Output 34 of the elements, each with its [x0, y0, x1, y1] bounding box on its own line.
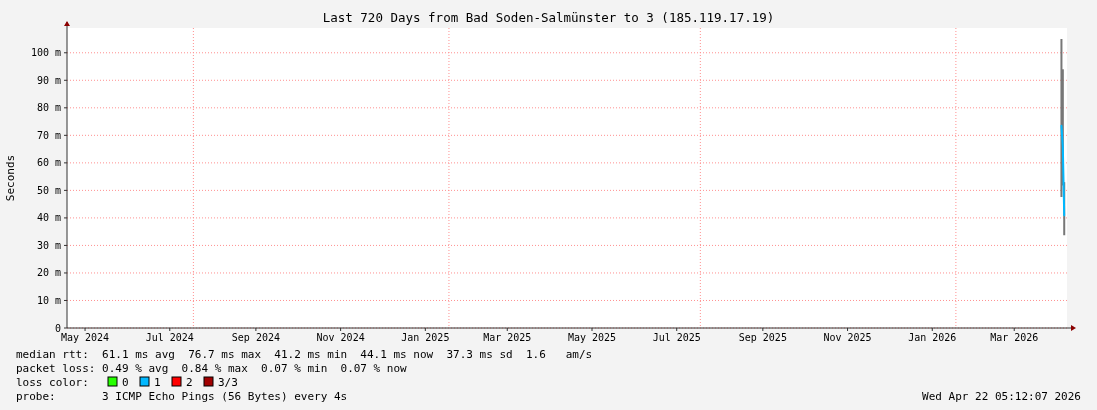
chart-title: Last 720 Days from Bad Soden-Salmünster to 3 (185.119.17.19) [322, 10, 775, 25]
legend-label: 1 [154, 376, 161, 389]
text: packet loss: 0.49 % avg 0.84 % max 0.07 % min 0.07 % now [16, 362, 408, 375]
x-tick-label: Nov 2024 [316, 332, 365, 343]
x-tick-label: May 2025 [567, 332, 617, 343]
text: probe: 3 ICMP Echo Pings (56 Bytes) every 4s [16, 390, 348, 403]
y-tick-label: 10 m [36, 294, 61, 306]
legend-label: 2 [186, 376, 193, 389]
y-tick-label: 0 [54, 322, 61, 334]
x-tick-label: Jul 2024 [145, 332, 194, 343]
y-tick-label: 100 m [30, 47, 61, 59]
legend-label: 3/3 [218, 376, 238, 389]
x-tick-label: Mar 2025 [483, 332, 532, 343]
y-tick-label: 20 m [36, 267, 61, 279]
x-tick-label: Mar 2026 [990, 332, 1039, 343]
y-tick-label: 80 m [36, 102, 61, 114]
text: median rtt: 61.1 ms avg 76.7 ms max 41.2 ms min 44.1 ms now 37.3 ms sd 1.6 am/s [16, 348, 593, 361]
x-tick-label: Jan 2026 [908, 332, 957, 343]
text: Wed Apr 22 05:12:07 2026 [922, 390, 1081, 403]
x-tick-label: Nov 2025 [823, 332, 872, 343]
y-tick-label: 60 m [36, 157, 61, 169]
x-tick-label: Jan 2025 [401, 332, 450, 343]
y-tick-label: 90 m [36, 74, 61, 86]
legend-label: 0 [122, 376, 129, 389]
y-tick-label: 40 m [36, 212, 61, 224]
x-tick-label: Jul 2025 [652, 332, 701, 343]
x-tick-label: May 2024 [60, 332, 110, 343]
x-tick-label: Sep 2025 [738, 332, 787, 343]
y-tick-label: 50 m [36, 184, 61, 196]
y-tick-label: 70 m [36, 129, 61, 141]
text: loss color: [16, 376, 89, 389]
y-tick-label: 30 m [36, 239, 61, 251]
x-tick-label: Sep 2024 [231, 332, 280, 343]
y-axis-title: Seconds [4, 154, 17, 202]
